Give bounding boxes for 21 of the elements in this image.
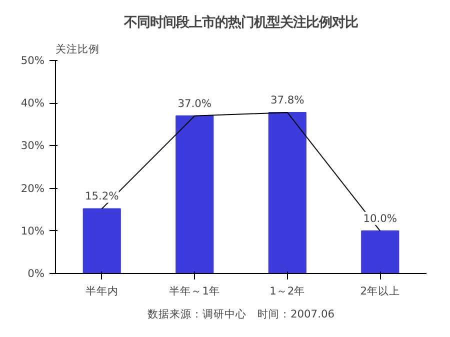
text: 15.2% (84, 190, 119, 203)
chart-title: 不同时间段上市的热门机型关注比例对比 (123, 14, 358, 30)
y-axis-title: 关注比例 (56, 42, 100, 56)
source-note: 数据来源：调研中心 时间：2007.06 (147, 308, 335, 320)
y-tick-label: 10% (20, 224, 44, 238)
bar (176, 115, 214, 274)
x-tick-label: 半年～1年 (169, 284, 220, 298)
x-tick-label: 1～2年 (270, 284, 306, 298)
y-tick-label: 30% (20, 139, 44, 152)
text: 37.0% (178, 96, 212, 110)
x-tick-label: 半年内 (85, 284, 118, 298)
y-tick-label: 0% (28, 267, 44, 280)
x-tick-label: 2年以上 (360, 284, 400, 298)
y-tick-label: 50% (20, 54, 44, 67)
y-tick-label: 20% (20, 182, 44, 195)
text: 10.0% (363, 212, 398, 225)
bar (361, 230, 400, 274)
bar (268, 112, 306, 274)
bar (82, 208, 121, 274)
text: 37.8% (270, 93, 304, 106)
y-tick-label: 40% (20, 96, 44, 110)
